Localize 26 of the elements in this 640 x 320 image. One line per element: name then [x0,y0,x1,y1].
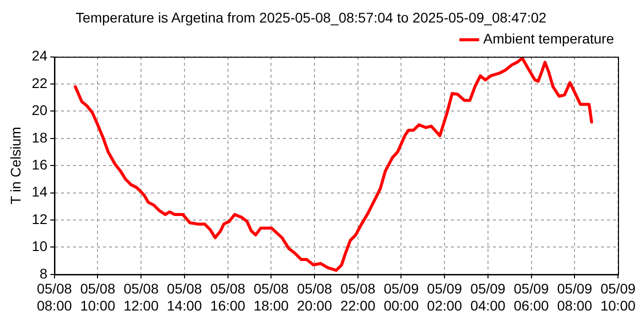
x-tick-label: 05/08 08:00 [36,280,72,314]
x-tick-label: 05/08 16:00 [210,280,246,314]
x-tick-label: 05/09 00:00 [384,280,419,314]
x-tick-label: 05/09 08:00 [557,280,592,314]
y-tick-label: 24 [32,48,48,64]
x-tick-label: 05/08 12:00 [124,280,159,314]
y-tick-label: 12 [32,210,48,227]
y-tick-label: 10 [32,238,48,254]
x-tick-label: 05/09 02:00 [427,280,462,314]
y-tick-label: 22 [32,74,48,91]
x-tick-label: 05/08 10:00 [80,280,116,314]
legend-label: Ambient temperature [483,30,614,47]
x-tick-label: 05/08 14:00 [166,280,202,314]
x-tick-label: 05/09 10:00 [600,280,636,314]
y-tick-label: 20 [32,102,48,118]
y-tick-label: 18 [32,129,48,146]
y-tick-label: 14 [32,184,48,200]
y-axis-title: T in Celsium [7,126,24,204]
x-tick-label: 05/08 20:00 [296,280,332,314]
chart-title: Temperature is Argetina from 2025-05-08_08:57:04 to 2025-05-09_08:47:02 [76,9,547,26]
x-tick-label: 05/09 04:00 [470,280,506,314]
x-tick-label: 05/08 18:00 [254,280,289,314]
y-tick-label: 8 [40,265,48,282]
x-tick-label: 05/09 06:00 [514,280,550,314]
y-tick-label: 16 [32,156,48,172]
x-tick-label: 05/08 22:00 [340,280,376,314]
